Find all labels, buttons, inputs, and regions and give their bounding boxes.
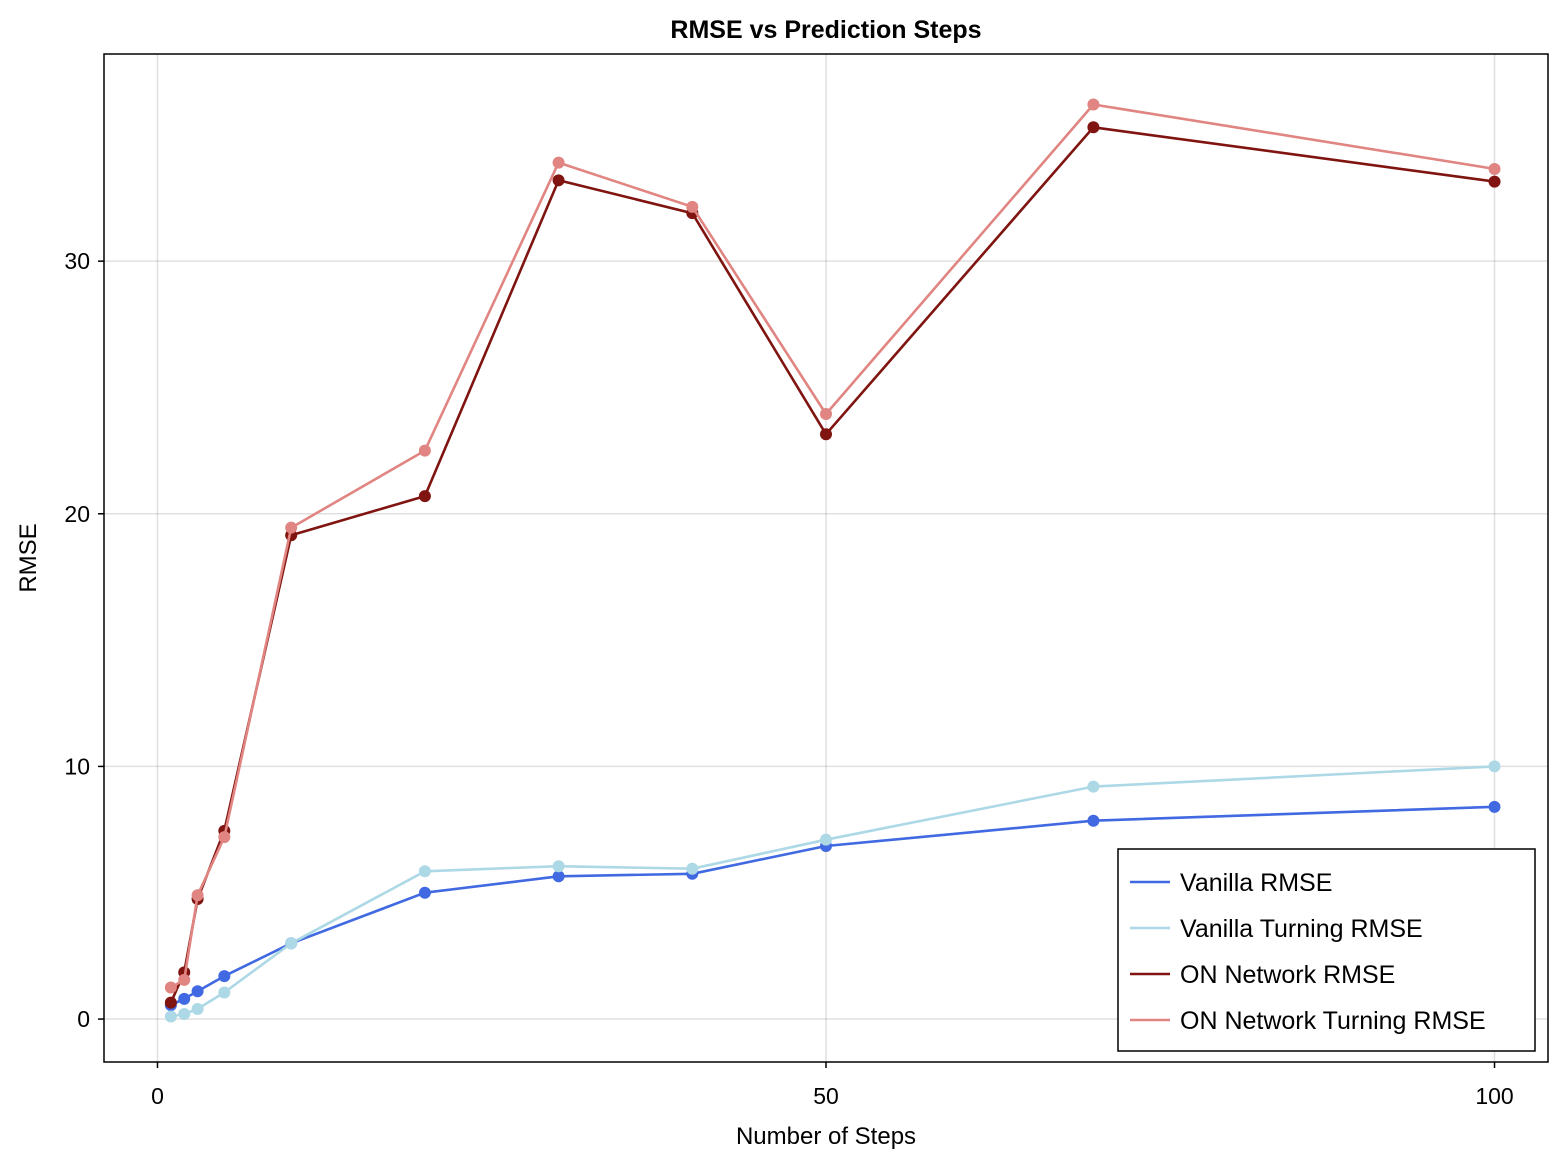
data-point [1488,760,1501,773]
data-point [418,490,431,503]
data-point [552,156,565,169]
data-point [178,1008,191,1020]
legend-label: Vanilla Turning RMSE [1180,915,1423,943]
legend-box [1117,848,1536,1052]
axis-ticks: 0 50 100 0 10 20 30 [64,248,1513,1109]
y-tick-label: 30 [64,248,90,274]
data-point [820,408,832,420]
data-point [418,444,431,457]
data-point [191,1002,204,1015]
chart-title: RMSE vs Prediction Steps [670,16,981,44]
legend-label: ON Network Turning RMSE [1180,1007,1486,1035]
data-point [178,992,191,1005]
legend-label: ON Network RMSE [1180,961,1395,989]
data-point [1087,814,1100,827]
data-point [1488,800,1501,813]
x-tick-label: 0 [151,1083,164,1109]
data-point [686,200,699,213]
data-point [164,996,177,1009]
data-point [1488,175,1501,188]
data-point [1087,121,1100,134]
data-point [218,831,231,844]
y-axis-label: RMSE [15,523,42,592]
data-point [1087,780,1100,793]
data-point [1087,98,1100,111]
grid-lines [104,54,1548,1062]
data-point [164,1010,177,1023]
series-1 [164,800,1501,1012]
data-point [218,986,231,999]
x-tick-label: 100 [1475,1083,1513,1109]
data-point [1488,162,1501,175]
data-point [552,860,565,873]
legend: Vanilla RMSE Vanilla Turning RMSE ON Netwo… [1117,848,1536,1052]
plot-series [164,98,1501,1023]
data-point [218,970,231,983]
y-tick-label: 20 [64,501,90,527]
legend-label: Vanilla RMSE [1180,869,1332,897]
data-point [191,985,204,998]
series-4 [164,98,1501,994]
data-point [285,521,298,534]
series-2 [164,760,1501,1023]
data-point [686,862,699,875]
data-point [285,937,298,950]
data-point [178,973,191,986]
data-point [164,981,177,994]
data-point [820,833,832,846]
x-axis-label: Number of Steps [736,1123,916,1150]
y-tick-label: 0 [77,1006,90,1032]
x-tick-label: 50 [813,1083,839,1109]
data-point [820,428,832,441]
data-point [191,889,204,902]
data-point [552,174,565,187]
data-point [552,870,565,883]
y-tick-label: 10 [64,753,90,779]
data-point [418,886,431,899]
data-point [418,865,431,878]
